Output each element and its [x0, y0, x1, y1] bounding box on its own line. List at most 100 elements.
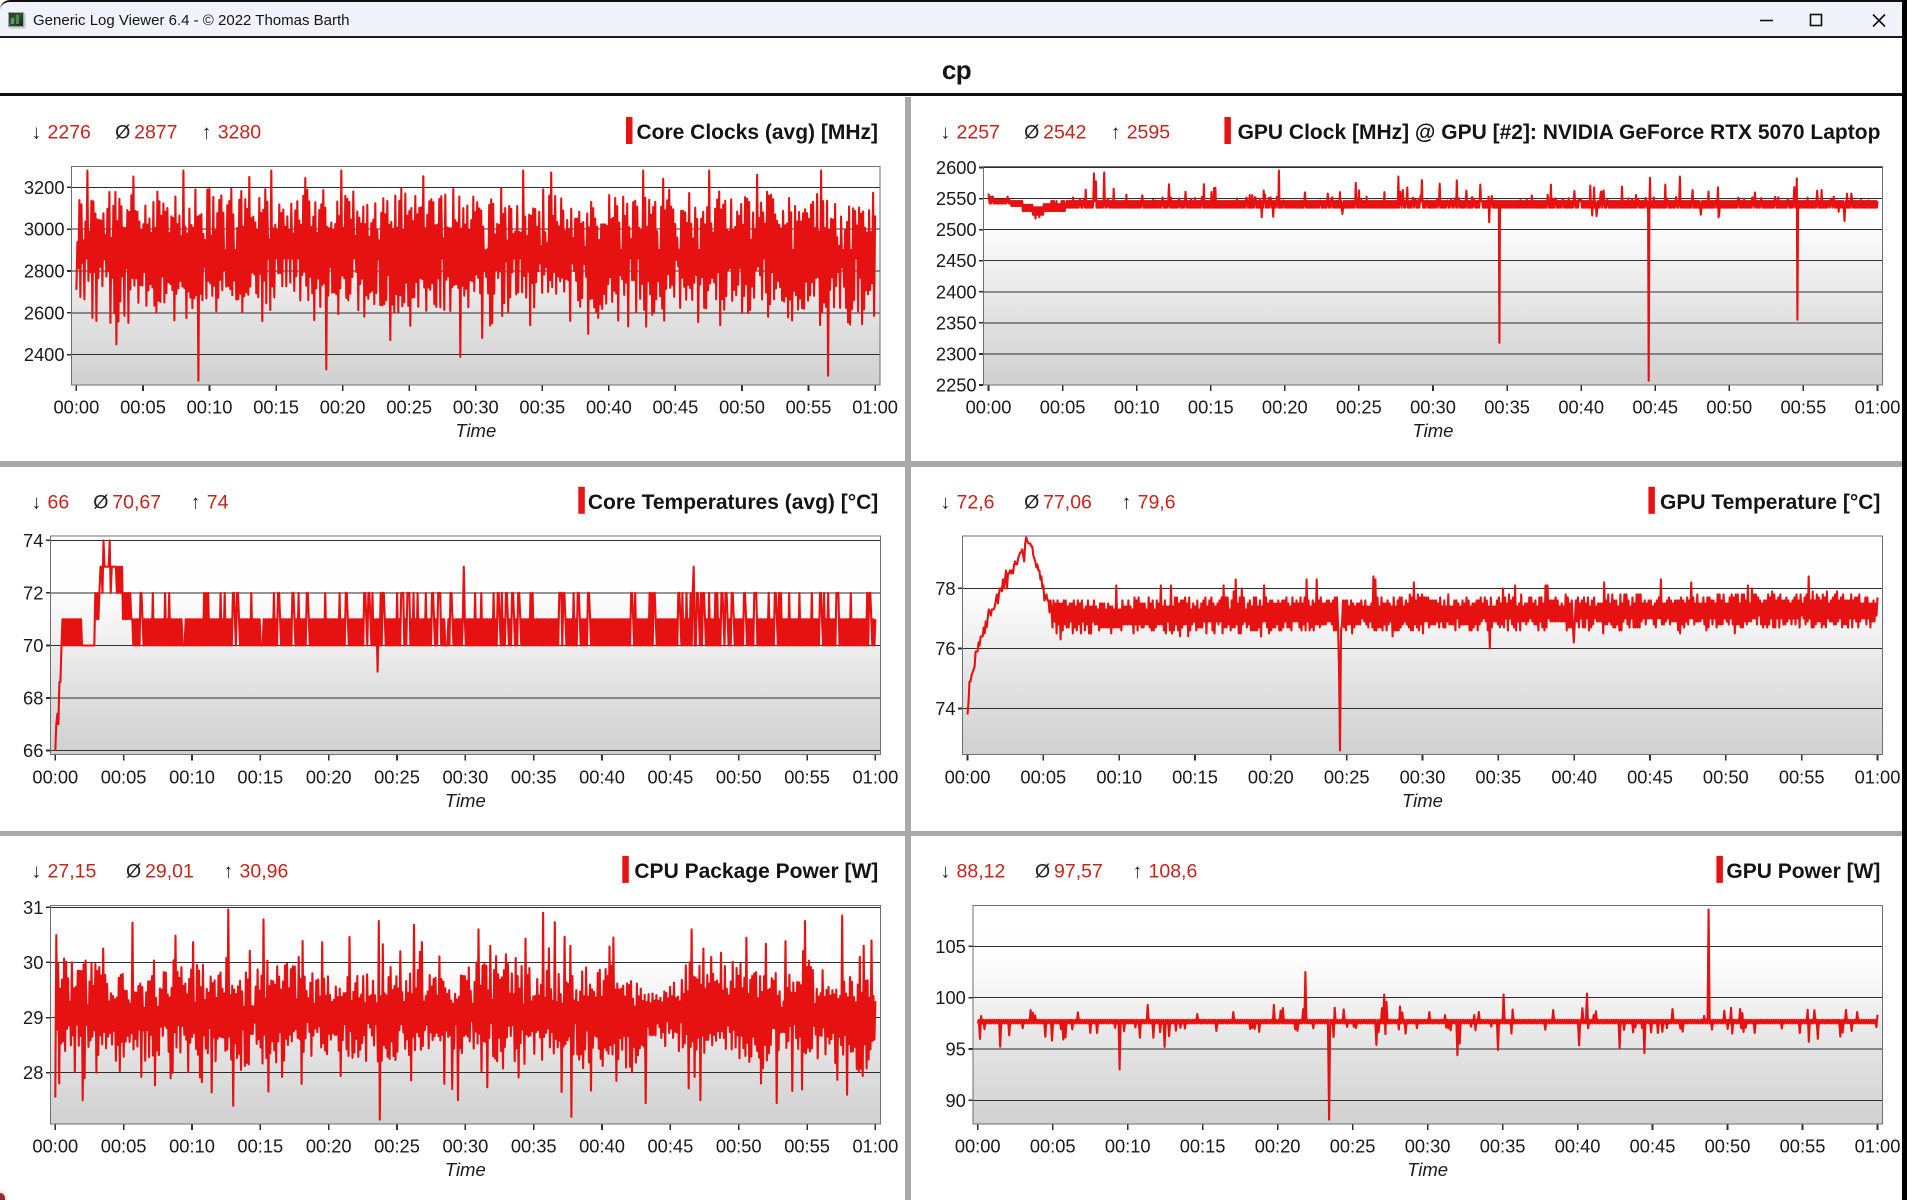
- svg-text:00:20: 00:20: [1262, 397, 1308, 418]
- svg-text:00:05: 00:05: [1030, 1135, 1076, 1156]
- svg-text:↑: ↑: [1133, 860, 1143, 882]
- svg-text:108,6: 108,6: [1149, 860, 1198, 882]
- svg-text:↓: ↓: [32, 122, 42, 144]
- svg-text:↓: ↓: [941, 122, 951, 144]
- svg-text:72,6: 72,6: [957, 491, 995, 513]
- svg-text:2800: 2800: [24, 261, 65, 282]
- svg-text:95: 95: [945, 1039, 965, 1060]
- svg-text:00:40: 00:40: [1555, 1135, 1601, 1156]
- svg-text:2595: 2595: [1127, 122, 1171, 144]
- svg-text:100: 100: [935, 987, 966, 1008]
- svg-text:↓: ↓: [32, 491, 42, 513]
- svg-text:97,57: 97,57: [1054, 860, 1103, 882]
- svg-text:00:25: 00:25: [374, 1135, 420, 1156]
- svg-text:00:20: 00:20: [306, 766, 352, 787]
- svg-text:00:00: 00:00: [32, 1135, 78, 1156]
- svg-text:2450: 2450: [936, 250, 977, 271]
- svg-text:2300: 2300: [936, 344, 977, 365]
- svg-text:3200: 3200: [24, 177, 65, 198]
- svg-text:00:40: 00:40: [1558, 397, 1604, 418]
- svg-text:Core Temperatures (avg) [°C]: Core Temperatures (avg) [°C]: [588, 491, 878, 514]
- svg-text:2350: 2350: [936, 312, 977, 333]
- svg-text:00:00: 00:00: [54, 397, 100, 418]
- svg-text:66: 66: [23, 740, 43, 761]
- svg-text:2276: 2276: [48, 122, 91, 144]
- svg-text:31: 31: [23, 897, 43, 918]
- svg-text:00:30: 00:30: [443, 766, 489, 787]
- svg-text:Time: Time: [445, 790, 486, 811]
- svg-text:2550: 2550: [936, 188, 977, 209]
- svg-text:00:00: 00:00: [945, 766, 991, 787]
- svg-text:79,6: 79,6: [1138, 491, 1176, 513]
- svg-text:00:00: 00:00: [32, 766, 78, 787]
- svg-text:68: 68: [23, 688, 43, 709]
- svg-text:00:35: 00:35: [511, 766, 557, 787]
- svg-text:00:50: 00:50: [1705, 1135, 1751, 1156]
- svg-text:01:00: 01:00: [1855, 766, 1901, 787]
- svg-text:29: 29: [23, 1007, 43, 1028]
- svg-text:00:55: 00:55: [1780, 1135, 1826, 1156]
- svg-text:00:15: 00:15: [253, 397, 299, 418]
- svg-text:00:10: 00:10: [169, 1135, 215, 1156]
- svg-text:Ø: Ø: [1035, 860, 1050, 882]
- svg-text:00:15: 00:15: [237, 766, 283, 787]
- svg-text:00:40: 00:40: [579, 1135, 625, 1156]
- svg-text:72: 72: [23, 582, 43, 603]
- svg-text:↑: ↑: [202, 122, 212, 144]
- svg-text:Time: Time: [455, 420, 496, 441]
- svg-text:00:45: 00:45: [653, 397, 699, 418]
- svg-text:2400: 2400: [24, 344, 65, 365]
- svg-text:2877: 2877: [134, 122, 177, 144]
- svg-text:Ø: Ø: [1024, 491, 1039, 513]
- svg-text:28: 28: [23, 1062, 43, 1083]
- svg-text:Ø: Ø: [1024, 122, 1039, 144]
- svg-text:78: 78: [935, 578, 955, 599]
- svg-text:74: 74: [207, 491, 229, 513]
- svg-text:00:15: 00:15: [1188, 397, 1234, 418]
- svg-text:70,67: 70,67: [112, 491, 161, 513]
- svg-text:00:25: 00:25: [386, 397, 432, 418]
- svg-text:00:10: 00:10: [187, 397, 233, 418]
- svg-text:00:55: 00:55: [784, 766, 830, 787]
- svg-text:00:05: 00:05: [101, 1135, 147, 1156]
- svg-text:↓: ↓: [32, 860, 42, 882]
- svg-text:00:50: 00:50: [1706, 397, 1752, 418]
- svg-text:↑: ↑: [1122, 491, 1132, 513]
- svg-text:GPU Clock [MHz] @ GPU [#2]: NV: GPU Clock [MHz] @ GPU [#2]: NVIDIA GeFor…: [1238, 121, 1881, 144]
- svg-text:00:35: 00:35: [511, 1135, 557, 1156]
- svg-text:2542: 2542: [1043, 122, 1086, 144]
- svg-text:GPU Temperature [°C]: GPU Temperature [°C]: [1660, 491, 1880, 514]
- svg-text:00:20: 00:20: [1248, 766, 1294, 787]
- svg-text:105: 105: [935, 936, 966, 957]
- svg-text:00:40: 00:40: [579, 766, 625, 787]
- svg-text:00:25: 00:25: [1336, 397, 1382, 418]
- svg-text:3280: 3280: [218, 122, 262, 144]
- svg-text:Time: Time: [1413, 420, 1454, 441]
- svg-text:66: 66: [48, 491, 70, 513]
- svg-text:↓: ↓: [941, 491, 951, 513]
- svg-text:00:10: 00:10: [1096, 766, 1142, 787]
- svg-text:00:20: 00:20: [1255, 1135, 1301, 1156]
- svg-text:90: 90: [945, 1090, 965, 1111]
- svg-text:00:30: 00:30: [453, 397, 499, 418]
- svg-text:00:30: 00:30: [443, 1135, 489, 1156]
- svg-text:00:35: 00:35: [1480, 1135, 1526, 1156]
- svg-text:01:00: 01:00: [1855, 397, 1901, 418]
- svg-text:00:05: 00:05: [1020, 766, 1066, 787]
- svg-text:00:50: 00:50: [719, 397, 765, 418]
- svg-text:00:05: 00:05: [101, 766, 147, 787]
- svg-text:00:40: 00:40: [586, 397, 632, 418]
- svg-text:00:15: 00:15: [237, 1135, 283, 1156]
- svg-text:00:55: 00:55: [1779, 766, 1825, 787]
- svg-text:00:30: 00:30: [1410, 397, 1456, 418]
- svg-text:74: 74: [935, 698, 955, 719]
- svg-text:70: 70: [23, 635, 43, 656]
- svg-text:00:15: 00:15: [1180, 1135, 1226, 1156]
- svg-text:00:05: 00:05: [1040, 397, 1086, 418]
- svg-text:00:25: 00:25: [1324, 766, 1370, 787]
- svg-text:↑: ↑: [1111, 122, 1121, 144]
- svg-text:00:35: 00:35: [1475, 766, 1521, 787]
- svg-text:00:50: 00:50: [1703, 766, 1749, 787]
- svg-text:Core Clocks (avg) [MHz]: Core Clocks (avg) [MHz]: [636, 121, 878, 144]
- svg-text:29,01: 29,01: [145, 860, 194, 882]
